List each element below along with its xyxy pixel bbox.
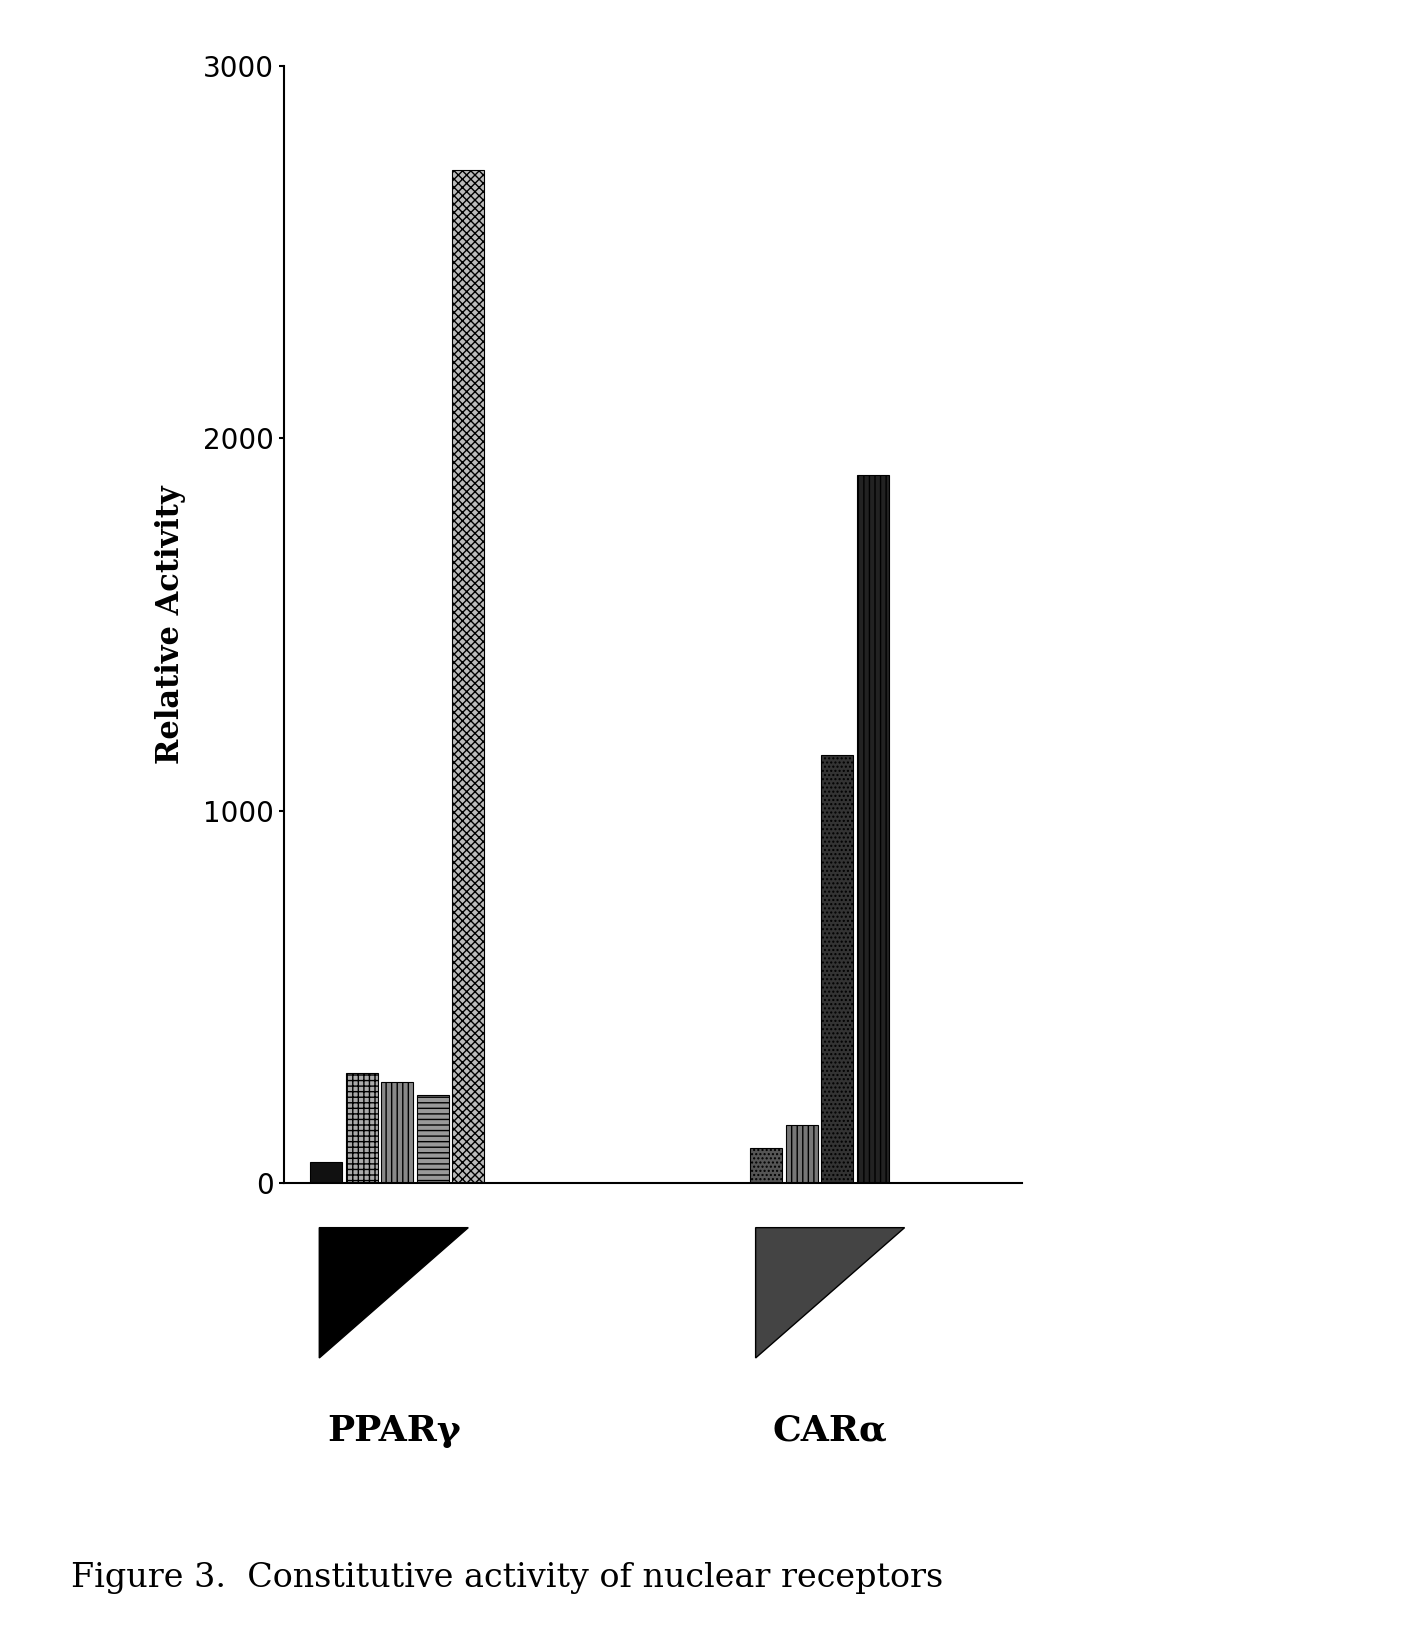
Polygon shape bbox=[319, 1227, 468, 1359]
Bar bbox=[751, 1147, 782, 1183]
Polygon shape bbox=[756, 1227, 905, 1359]
Bar bbox=[786, 1125, 817, 1183]
Text: Figure 3.  Constitutive activity of nuclear receptors: Figure 3. Constitutive activity of nucle… bbox=[71, 1562, 944, 1594]
Bar bbox=[453, 169, 484, 1183]
Bar bbox=[382, 1083, 413, 1183]
Bar bbox=[311, 1163, 342, 1183]
Bar bbox=[346, 1073, 377, 1183]
Text: CARα: CARα bbox=[773, 1415, 887, 1447]
Y-axis label: Relative Activity: Relative Activity bbox=[156, 485, 186, 764]
Bar bbox=[822, 754, 853, 1183]
Bar bbox=[417, 1096, 448, 1183]
Text: PPARγ: PPARγ bbox=[326, 1415, 461, 1447]
Bar bbox=[857, 475, 888, 1183]
